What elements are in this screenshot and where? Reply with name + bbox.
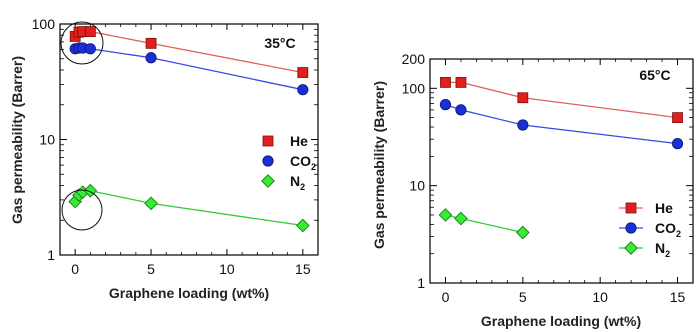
legend-marker	[261, 174, 275, 188]
legend-label: CO2	[655, 220, 681, 239]
legend-label: N2	[290, 173, 305, 192]
highlight-circle	[61, 189, 103, 231]
data-point	[438, 208, 453, 222]
data-point	[145, 52, 157, 64]
highlight-circle	[60, 21, 104, 65]
series-line	[445, 103, 678, 145]
y-tick-label: 10	[39, 132, 55, 148]
plot-frame	[429, 58, 694, 284]
series-co2	[439, 99, 684, 150]
legend-item: He	[619, 200, 673, 216]
legend-label-text: N	[655, 240, 665, 256]
y-tick-label: 100	[402, 80, 426, 96]
data-point	[439, 99, 452, 111]
y-tick-label: 10	[409, 178, 425, 194]
legend-label-subscript: 2	[311, 162, 316, 172]
data-point	[454, 211, 468, 226]
x-tick-label: 15	[295, 261, 311, 277]
series-line	[74, 190, 303, 227]
legend-label-text: He	[290, 133, 308, 149]
data-point	[455, 104, 467, 116]
legend-label: He	[290, 133, 308, 149]
data-point	[517, 119, 529, 131]
series-n2	[68, 183, 310, 233]
legend-marker	[625, 222, 637, 234]
legend-item: N2	[261, 173, 305, 192]
data-point	[672, 112, 683, 124]
x-axis-label: Graphene loading (wt%)	[481, 313, 641, 329]
chart-65c: 0 5 10 15 1 10 100 200 Graphene loading (wt%) Gas…	[371, 51, 694, 329]
legend-item: CO2	[262, 153, 316, 172]
legend-label-text: CO	[290, 153, 311, 169]
legend-marker	[262, 135, 274, 147]
legend-item: N2	[619, 240, 670, 259]
data-point	[84, 26, 96, 37]
series-he	[69, 26, 309, 78]
legend-label-subscript: 2	[676, 229, 681, 239]
data-point	[297, 67, 309, 78]
series-co2	[69, 42, 309, 96]
legend-label: He	[655, 200, 673, 216]
legend-marker	[625, 202, 637, 214]
legend-marker	[624, 241, 638, 255]
data-point	[84, 43, 96, 55]
temperature-annotation: 65°C	[639, 67, 670, 83]
y-tick-label: 100	[32, 16, 56, 32]
y-tick-label: 1	[417, 275, 425, 291]
legend-label-subscript: 2	[300, 182, 305, 192]
series-line	[445, 81, 678, 119]
y-tick-label: 200	[402, 51, 426, 67]
legend-label-subscript: 2	[665, 249, 670, 259]
series-line	[75, 47, 303, 91]
y-axis-label: Gas permeability (Barrer)	[9, 56, 25, 224]
x-tick-label: 0	[442, 289, 450, 305]
x-tick-label: 15	[670, 289, 686, 305]
x-tick-label: 5	[519, 289, 527, 305]
legend-label: CO2	[290, 153, 316, 172]
data-point	[671, 138, 684, 150]
legend-item: He	[262, 133, 308, 149]
data-point	[144, 196, 158, 211]
data-point	[515, 225, 530, 240]
x-axis-label: Graphene loading (wt%)	[109, 285, 269, 301]
legend-label: N2	[655, 240, 670, 259]
y-axis-label: Gas permeability (Barrer)	[371, 81, 387, 249]
x-tick-label: 5	[147, 261, 155, 277]
y-tick-label: 1	[47, 247, 55, 263]
data-point	[297, 84, 309, 96]
temperature-annotation: 35°C	[264, 35, 295, 51]
legend-item: CO2	[619, 220, 681, 239]
data-point	[440, 76, 451, 88]
legend-label-text: He	[655, 200, 673, 216]
data-point	[145, 37, 157, 49]
data-point	[455, 76, 467, 88]
x-tick-label: 10	[592, 289, 608, 305]
series-he	[440, 76, 683, 124]
chart-35c: 0 5 10 15 1 10 100 Graphene loading (wt%) Gas pe…	[9, 16, 319, 301]
legend-marker	[262, 155, 274, 167]
x-tick-label: 0	[71, 261, 79, 277]
legend-label-text: CO	[655, 220, 676, 236]
series-n2	[438, 208, 530, 240]
data-point	[517, 92, 529, 104]
data-point	[295, 218, 310, 233]
legend-label-text: N	[290, 173, 300, 189]
x-tick-label: 10	[219, 261, 235, 277]
